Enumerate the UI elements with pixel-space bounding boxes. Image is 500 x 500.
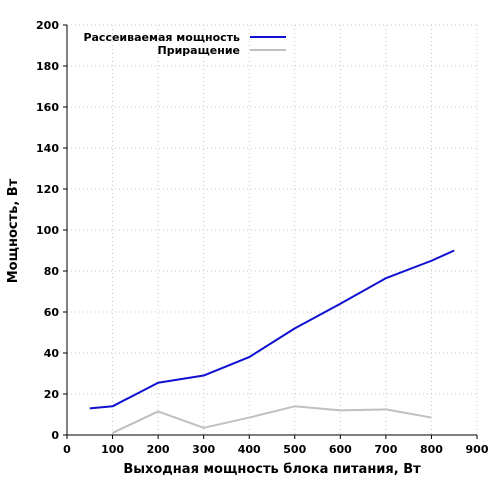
y-tick-label: 160 (36, 101, 59, 114)
legend-label-2: Приращение (158, 44, 240, 57)
x-tick-label: 600 (329, 443, 352, 456)
x-tick-label: 800 (420, 443, 443, 456)
y-tick-label: 0 (51, 429, 59, 442)
y-tick-label: 120 (36, 183, 59, 196)
x-tick-label: 900 (466, 443, 489, 456)
x-tick-label: 0 (63, 443, 71, 456)
x-tick-label: 200 (147, 443, 170, 456)
y-tick-label: 40 (44, 347, 60, 360)
x-axis-title: Выходная мощность блока питания, Вт (123, 462, 421, 477)
y-tick-label: 200 (36, 19, 59, 32)
y-tick-label: 60 (44, 306, 60, 319)
series-line-1 (89, 249, 455, 410)
y-tick-label: 80 (44, 265, 60, 278)
y-tick-label: 20 (44, 388, 60, 401)
x-tick-label: 500 (283, 443, 306, 456)
grid (67, 24, 478, 435)
y-tick-label: 180 (36, 60, 59, 73)
series-line-2 (112, 405, 432, 434)
y-axis-title: Мощность, Вт (6, 178, 21, 283)
x-tick-label: 700 (374, 443, 397, 456)
x-tick-label: 300 (192, 443, 215, 456)
y-tick-label: 140 (36, 142, 59, 155)
axes: 0 100 200 300 400 500 600 700 800 900 0 20 40 60 80 100… (36, 19, 489, 456)
y-tick-label: 100 (36, 224, 59, 237)
x-tick-label: 400 (238, 443, 261, 456)
legend-label-1: Рассеиваемая мощность (83, 31, 240, 44)
series-group (89, 249, 455, 434)
x-tick-label: 100 (101, 443, 124, 456)
